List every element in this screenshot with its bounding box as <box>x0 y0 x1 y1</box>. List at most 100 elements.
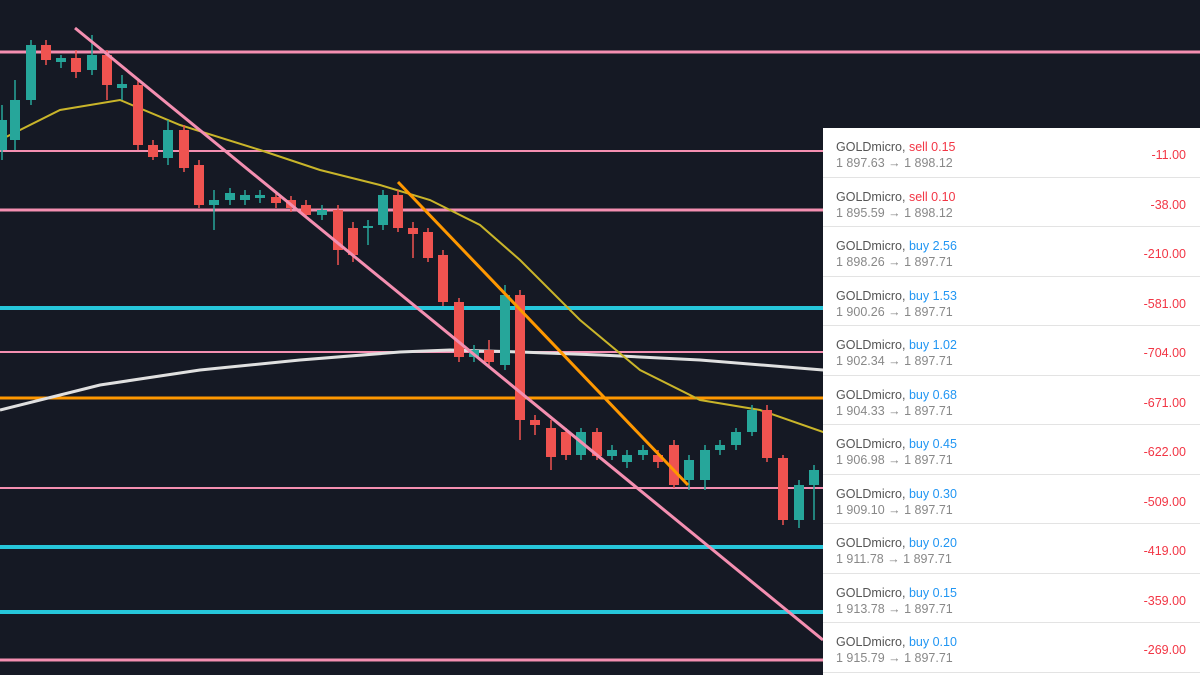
trend-line <box>396 180 690 487</box>
candle-body <box>731 432 741 445</box>
trade-row: GOLDmicro, buy 0.30 1 909.10 → 1 897.71 -5… <box>823 475 1200 524</box>
candle-body <box>163 130 173 158</box>
trade-title: GOLDmicro, sell 0.15 <box>836 140 956 154</box>
prices: 1 906.98 → 1 897.71 <box>836 453 953 467</box>
candle-body <box>454 302 464 357</box>
candle-body <box>117 84 127 88</box>
profit: -11.00 <box>1151 148 1186 162</box>
candle-body <box>0 120 7 150</box>
candle-body <box>87 55 97 70</box>
trade-title: GOLDmicro, buy 1.02 <box>836 338 957 352</box>
candle-body <box>194 165 204 205</box>
candle-body <box>26 45 36 100</box>
trade-title: GOLDmicro, buy 0.20 <box>836 536 957 550</box>
candle-body <box>225 193 235 200</box>
trade-title: GOLDmicro, buy 0.15 <box>836 586 957 600</box>
candle-body <box>622 455 632 462</box>
prices: 1 897.63 → 1 898.12 <box>836 156 953 170</box>
profit: -622.00 <box>1143 445 1186 459</box>
symbol: GOLDmicro, <box>836 486 906 501</box>
profit: -210.00 <box>1143 247 1186 261</box>
prices: 1 900.26 → 1 897.71 <box>836 304 953 319</box>
trade-title: GOLDmicro, buy 2.56 <box>836 239 957 253</box>
trade-title: GOLDmicro, buy 1.53 <box>836 289 957 303</box>
order: sell 0.15 <box>908 140 956 154</box>
order: sell 0.10 <box>908 189 956 204</box>
candle-body <box>794 485 804 520</box>
candle-body <box>592 432 602 456</box>
candle-body <box>762 410 772 458</box>
trade-row: GOLDmicro, buy 0.10 1 915.79 → 1 897.71 -2… <box>823 623 1200 673</box>
prices: 1 904.33 → 1 897.71 <box>836 403 953 418</box>
order: buy 0.20 <box>908 536 957 550</box>
candle-body <box>102 55 112 85</box>
prices: 1 902.34 → 1 897.71 <box>836 354 953 368</box>
prices: 1 911.78 → 1 897.71 <box>836 552 952 566</box>
trade-row: GOLDmicro, buy 1.53 1 900.26 → 1 897.71 -5… <box>823 277 1200 326</box>
candle-body <box>546 428 556 457</box>
symbol: GOLDmicro, <box>836 288 906 303</box>
symbol: GOLDmicro, <box>836 338 906 352</box>
trade-title: GOLDmicro, buy 0.30 <box>836 487 957 501</box>
symbol: GOLDmicro, <box>836 585 906 600</box>
profit: -419.00 <box>1143 544 1186 558</box>
prices: 1 909.10 → 1 897.71 <box>836 502 953 517</box>
candle-body <box>700 450 710 480</box>
moving-average <box>0 98 1200 441</box>
moving-average <box>0 348 1200 412</box>
candle-body <box>607 450 617 456</box>
candle-body <box>271 197 281 203</box>
trade-row: GOLDmicro, buy 0.15 1 913.78 → 1 897.71 -3… <box>823 574 1200 623</box>
profit: -509.00 <box>1143 494 1186 509</box>
candle-body <box>638 450 648 455</box>
candle-body <box>500 295 510 365</box>
order: buy 0.68 <box>908 387 957 402</box>
candle-body <box>515 295 525 420</box>
trade-row: GOLDmicro, buy 1.02 1 902.34 → 1 897.71 -7… <box>823 326 1200 376</box>
candle-body <box>393 195 403 228</box>
trade-title: GOLDmicro, buy 0.68 <box>836 388 957 402</box>
trade-row: GOLDmicro, sell 0.10 1 895.59 → 1 898.12 -… <box>823 178 1200 227</box>
candle-body <box>148 145 158 157</box>
trades-panel: GOLDmicro, sell 0.15 1 897.63 → 1 898.12 -… <box>823 128 1200 675</box>
candle-body <box>56 58 66 62</box>
candle-body <box>408 228 418 234</box>
symbol: GOLDmicro, <box>836 635 906 649</box>
profit: -704.00 <box>1143 346 1186 360</box>
profit: -581.00 <box>1143 296 1186 311</box>
candle-body <box>561 432 571 455</box>
candle-body <box>778 458 788 520</box>
candle-body <box>240 195 250 200</box>
candle-body <box>333 210 343 250</box>
candle-body <box>133 85 143 145</box>
candle-body <box>179 130 189 168</box>
trade-title: GOLDmicro, buy 0.10 <box>836 635 957 649</box>
candle-body <box>530 420 540 425</box>
candle-body <box>378 195 388 225</box>
profit: -38.00 <box>1150 197 1186 212</box>
trade-row: GOLDmicro, buy 0.20 1 911.78 → 1 897.71 -4… <box>823 524 1200 574</box>
candle-body <box>423 232 433 258</box>
candle-body <box>41 45 51 60</box>
trend-line <box>74 26 824 642</box>
candle-body <box>209 200 219 205</box>
symbol: GOLDmicro, <box>836 239 906 253</box>
candle-body <box>301 205 311 215</box>
profit: -671.00 <box>1143 395 1186 410</box>
profit: -269.00 <box>1143 643 1186 657</box>
order: buy 1.53 <box>908 288 957 303</box>
candle-body <box>809 470 819 485</box>
prices: 1 915.79 → 1 897.71 <box>836 651 953 665</box>
trade-title: GOLDmicro, sell 0.10 <box>836 190 956 204</box>
symbol: GOLDmicro, <box>836 189 906 204</box>
order: buy 1.02 <box>908 338 957 352</box>
symbol: GOLDmicro, <box>836 387 906 402</box>
candle-body <box>363 226 373 228</box>
order: buy 0.10 <box>908 635 957 649</box>
candle-body <box>484 350 494 362</box>
prices: 1 913.78 → 1 897.71 <box>836 601 953 616</box>
candle-body <box>438 255 448 302</box>
candle-body <box>715 445 725 450</box>
